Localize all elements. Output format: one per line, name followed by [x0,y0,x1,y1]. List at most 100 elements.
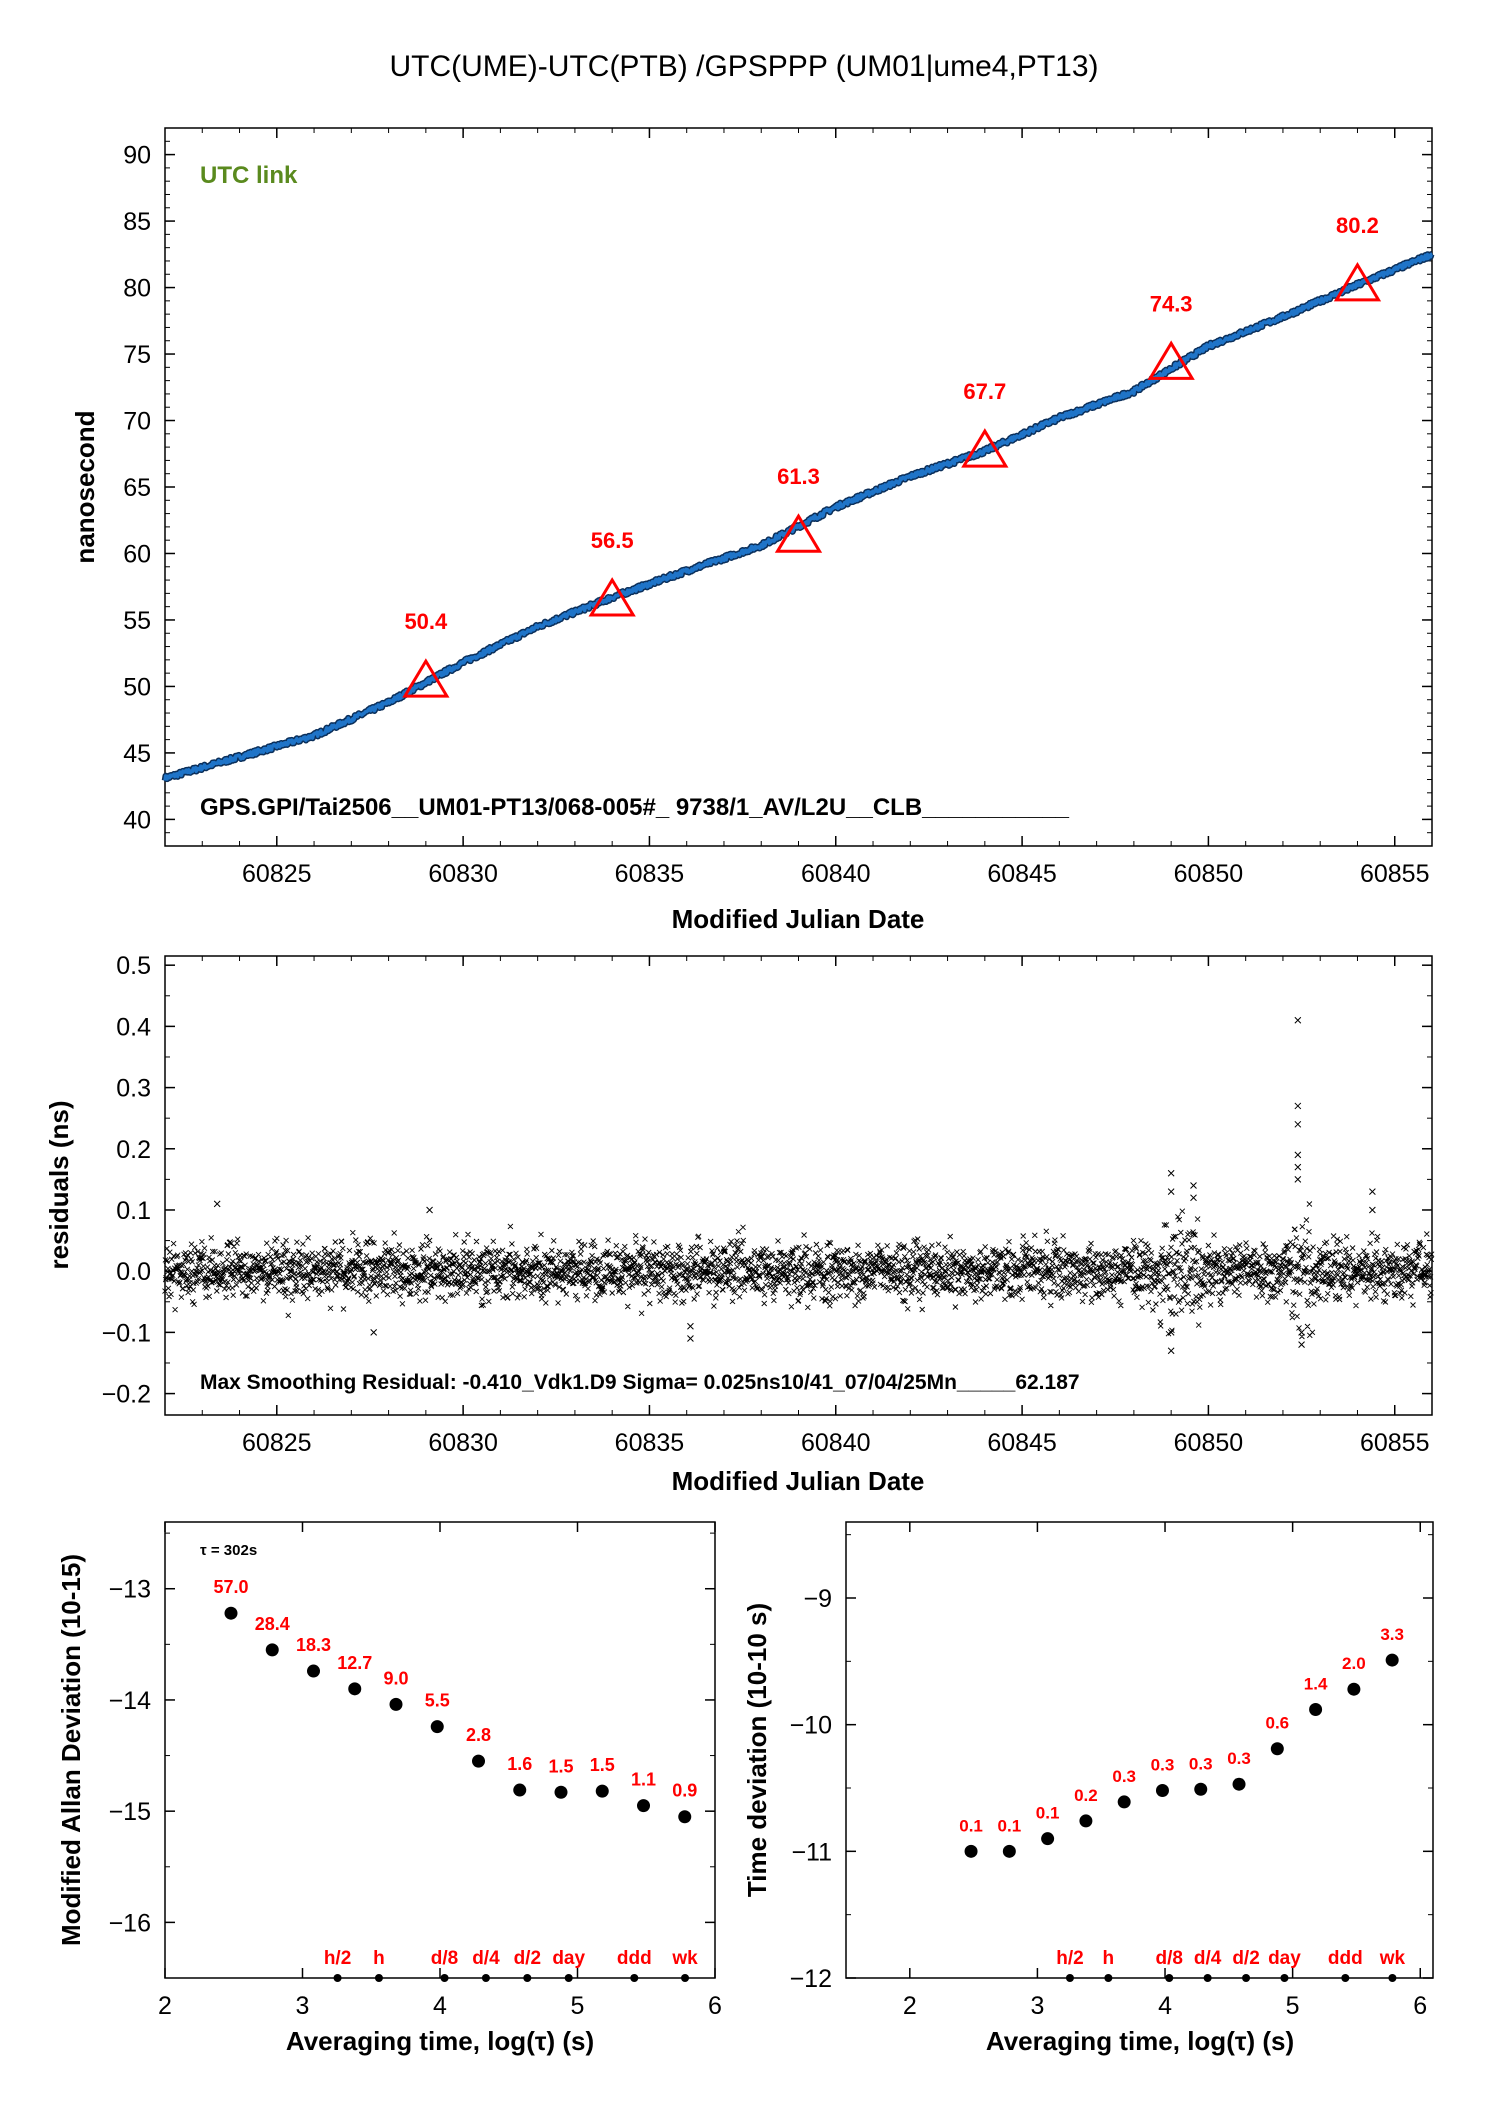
offset-footer-text: GPS.GPI/Tai2506__UM01-PT13/068-005#_ 973… [200,794,1070,821]
x-tick-label: 4 [433,1992,447,2020]
time-mark-dot [564,1974,573,1982]
residuals-footer-text: Max Smoothing Residual: -0.410_Vdk1.D9 S… [200,1371,1080,1394]
deviation-point [1002,1844,1016,1858]
y-tick-label: 80 [123,275,151,303]
deviation-point [1117,1795,1131,1809]
deviation-value-label: 5.5 [425,1691,450,1711]
y-tick-label: 70 [123,408,151,436]
tdev-panel: 2 3 4 5 6−12−11−10−9 0.1 0.10.10.20.30.3 0.3 0.… [742,1521,1434,2056]
time-mark-dot [1104,1974,1113,1982]
x-tick-label: 60830 [428,860,498,888]
deviation-value-label: 0.9 [672,1781,697,1801]
residuals-x-axis-label: Modified Julian Date [672,1466,925,1496]
tdev-axes: 2 3 4 5 6 −12 −11 −10 −9 [790,1522,1433,2020]
y-tick-label: −16 [109,1909,151,1937]
deviation-point [307,1664,320,1678]
offset-y-axis-label: nanosecond [70,410,100,563]
residual-outlier-point [1294,1016,1302,1024]
deviation-value-label: 57.0 [213,1577,248,1597]
offset-x-axis-label: Modified Julian Date [672,904,925,934]
deviation-value-label: 1.5 [590,1755,615,1775]
residual-outlier-point [1167,1329,1175,1336]
time-mark-label: day [552,1948,585,1969]
deviation-point [1309,1702,1323,1716]
y-tick-label: −15 [109,1798,151,1826]
deviation-point [265,1643,279,1657]
y-tick-label: 40 [123,806,151,834]
deviation-point [964,1844,978,1858]
deviation-value-label: 0.6 [1265,1714,1289,1733]
offset-data: 50.4 56.5 61.3 67.7 74.3 80.2 [161,213,1435,783]
residual-outlier-point [1369,1206,1376,1214]
deviation-point [430,1720,444,1734]
x-tick-label: 60845 [987,860,1057,888]
x-tick-label: 60825 [242,860,312,888]
marker-value-label: 67.7 [963,379,1006,404]
time-mark-label: h [373,1948,385,1969]
deviation-value-label: 2.8 [466,1725,491,1745]
x-tick-label: 2 [158,1992,172,2020]
x-tick-label: 60855 [1360,860,1430,888]
y-tick-label: 45 [123,740,151,768]
y-tick-label: −0.2 [102,1381,151,1409]
deviation-point [595,1784,609,1798]
x-tick-label: 6 [1413,1992,1427,2020]
time-mark-label: wk [1379,1948,1406,1969]
x-tick-label: 5 [1286,1992,1300,2020]
deviation-point [554,1785,568,1799]
triangle-marker [588,577,636,617]
x-tick-label: 60840 [801,860,871,888]
x-tick-label: 4 [1158,1992,1172,2020]
mdev-axes: 2 3 4 5 6 −16 −15 −14 −13 [109,1522,722,2020]
time-mark-dot [681,1974,690,1982]
y-tick-label: 85 [123,208,151,236]
residual-outlier-point [1298,1341,1305,1348]
y-tick-label: 60 [123,540,151,568]
y-tick-label: −13 [109,1576,151,1604]
x-tick-label: 60850 [1174,860,1244,888]
x-tick-label: 60855 [1360,1429,1430,1457]
y-tick-label: 55 [123,607,151,635]
offset-panel: 60825 60830 60835 60840 60845 60850 60855 40 45 5… [70,127,1435,934]
residual-outlier-point [1294,1176,1302,1183]
deviation-value-label: 1.1 [631,1770,656,1790]
time-mark-dot [1242,1974,1251,1982]
time-mark-label: d/4 [1194,1948,1222,1969]
x-tick-label: 60850 [1174,1429,1244,1457]
deviation-point [348,1682,362,1696]
deviation-point [678,1810,692,1824]
x-tick-label: 60830 [428,1429,498,1457]
time-mark-label: d/2 [1232,1948,1259,1969]
triangle-marker [1147,340,1195,380]
deviation-value-label: 3.3 [1380,1625,1404,1644]
residual-outlier-point [1190,1182,1197,1189]
time-mark-label: d/8 [1156,1948,1183,1969]
x-tick-label: 60825 [242,1429,312,1457]
x-tick-label: 2 [903,1992,917,2020]
y-tick-label: 0.3 [116,1075,151,1103]
deviation-value-label: 0.3 [1189,1754,1213,1773]
y-tick-label: 0.1 [116,1197,151,1225]
y-tick-label: 75 [123,341,151,369]
residual-outlier-point [426,1206,433,1214]
x-tick-label: 60845 [987,1429,1057,1457]
marker-value-label: 50.4 [404,609,448,634]
marker-value-label: 80.2 [1336,213,1379,238]
time-mark-label: h/2 [324,1948,351,1969]
y-tick-label: 65 [123,474,151,502]
mdev-panel: 2 3 4 5 6 −16 −15 −14 −13 57.0 28.4 18.3 12.7 9.0 5.5… [56,1521,722,2056]
x-tick-label: 60835 [615,860,685,888]
deviation-value-label: 1.6 [507,1754,532,1774]
triangle-marker [402,658,450,698]
y-tick-label: −9 [803,1585,832,1613]
triangle-marker [774,513,823,553]
residual-outlier-point [687,1335,694,1342]
deviation-point [1385,1653,1399,1667]
triangle-marker [1333,261,1382,302]
y-tick-label: −0.1 [102,1319,151,1347]
time-mark-dot [333,1974,342,1982]
time-mark-dot [1203,1974,1212,1982]
y-tick-label: 50 [123,673,151,701]
mdev-y-axis-label: Modified Allan Deviation (10-15) [56,1554,86,1946]
